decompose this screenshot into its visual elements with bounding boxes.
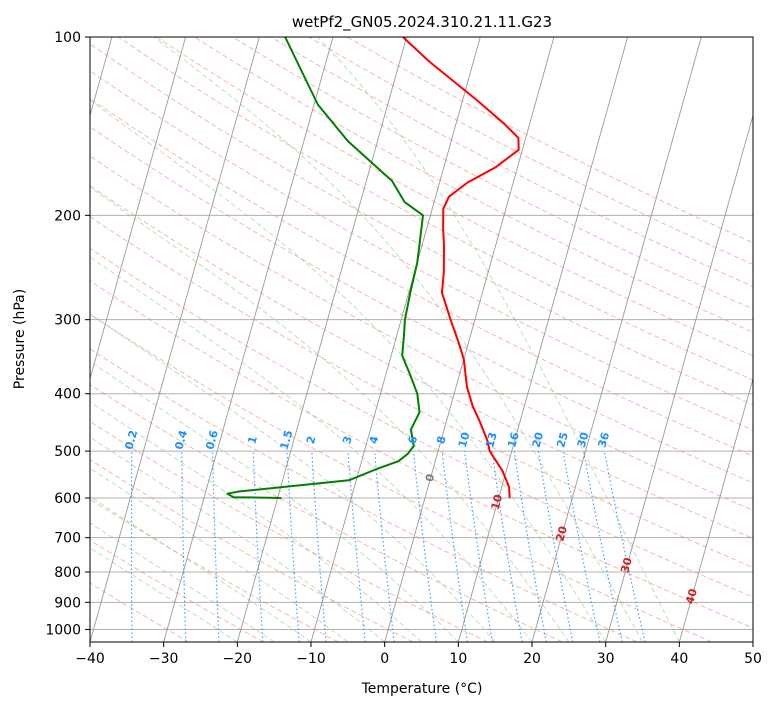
y-tick-label: 800 — [54, 565, 81, 581]
dry-adiabat-line — [90, 384, 563, 642]
mixing-ratio-label: 36 — [595, 431, 612, 450]
dry-adiabat-line — [90, 126, 753, 484]
moist-adiabat-line — [90, 186, 570, 642]
y-tick-label: 100 — [54, 30, 81, 46]
isotherm-label: 20 — [553, 524, 570, 543]
moist-adiabat-line — [90, 522, 275, 642]
mixing-ratio-label: 16 — [505, 431, 522, 450]
y-tick-label: 400 — [54, 387, 81, 403]
mixing-ratio-line — [311, 451, 327, 642]
dry-adiabat-label: -10 — [0, 423, 1, 446]
dry-adiabat-line — [90, 313, 712, 642]
x-tick-label: −40 — [75, 651, 105, 667]
mixing-ratio-line — [441, 451, 469, 642]
mixing-ratio-label: 3 — [340, 435, 355, 446]
mixing-ratio-label: 0.4 — [172, 429, 190, 452]
y-axis: 100 200 300 400 500 600 700 800 900 1000 — [45, 30, 90, 638]
mixing-ratio-line — [347, 451, 366, 642]
isotherm-line — [236, 37, 408, 642]
moist-adiabat-line — [90, 495, 312, 642]
x-axis-label: Temperature (°C) — [361, 681, 483, 697]
mixing-ratio-label: 8 — [434, 435, 449, 446]
mixing-ratio-label: 0.2 — [122, 429, 140, 451]
x-tick-label: 30 — [597, 651, 615, 667]
dry-adiabat-line — [90, 420, 488, 642]
isotherm-label: 0 — [423, 472, 438, 483]
mixing-ratio-label: 10 — [456, 431, 473, 450]
moist-adiabat-line — [153, 37, 643, 642]
dry-adiabat-line — [90, 155, 753, 511]
y-tick-label: 700 — [54, 531, 81, 547]
chart-title: wetPf2_GN05.2024.310.21.11.G23 — [292, 13, 552, 32]
dry-adiabat-line — [90, 498, 339, 642]
y-tick-label: 900 — [54, 595, 81, 611]
y-tick-label: 1000 — [45, 622, 81, 638]
mixing-ratio-label: 2 — [304, 435, 319, 446]
x-tick-label: 20 — [523, 651, 541, 667]
y-tick-label: 600 — [54, 491, 81, 507]
isotherm-line — [384, 37, 555, 642]
mixing-ratio-line — [583, 451, 623, 642]
dry-adiabat-line — [90, 348, 638, 642]
moist-adiabat-line — [90, 467, 349, 642]
dry-adiabat-line — [90, 43, 753, 406]
mixing-ratio-line — [82, 451, 85, 642]
x-tick-label: 50 — [744, 651, 762, 667]
mixing-ratio-label: 0.6 — [203, 429, 221, 452]
x-tick-label: −30 — [149, 651, 179, 667]
x-tick-label: −10 — [296, 651, 326, 667]
isotherm-line — [605, 113, 753, 642]
y-tick-label: 300 — [54, 313, 81, 329]
x-axis: −40 −30 −20 −10 0 10 20 30 40 50 — [75, 642, 762, 667]
dry-adiabat-line — [117, 37, 753, 381]
x-tick-label: 10 — [449, 651, 467, 667]
mixing-ratio-line — [603, 450, 646, 642]
mixing-ratio-line — [562, 451, 601, 642]
mixing-ratio-label: 6 — [406, 434, 421, 445]
mixing-ratio-label: 1.5 — [278, 429, 296, 451]
y-tick-label: 500 — [54, 444, 81, 460]
x-tick-label: 40 — [670, 651, 688, 667]
x-tick-label: 0 — [380, 651, 389, 667]
moist-adiabat-line — [90, 99, 607, 642]
mixing-ratio-label: 1 — [245, 435, 260, 446]
plot-background — [90, 37, 753, 642]
isotherm-line — [531, 37, 702, 642]
temperature-trace — [402, 37, 520, 499]
dry-adiabat-line — [90, 185, 753, 540]
y-axis-label: Pressure (hPa) — [12, 289, 28, 389]
isotherm-line — [678, 377, 753, 642]
moist-adiabat-line — [90, 401, 422, 642]
moist-adiabat-line — [90, 313, 496, 642]
isotherm-line — [457, 37, 629, 642]
dry-adiabat-line — [156, 37, 753, 357]
mixing-ratio-label: 20 — [530, 431, 547, 450]
isotherm-line — [752, 640, 753, 642]
isotherm-label: 40 — [683, 587, 700, 606]
mixing-ratio-label: 30 — [575, 431, 592, 450]
isotherm-label: 30 — [618, 556, 635, 575]
dry-adiabat-line — [90, 216, 753, 568]
isotherm-line — [90, 37, 187, 381]
moist-adiabat-line — [90, 436, 386, 642]
dry-adiabat-line — [90, 582, 190, 642]
y-tick-label: 200 — [54, 208, 81, 224]
plot-frame — [89, 36, 754, 643]
mixing-ratio-label: 25 — [554, 431, 571, 449]
dry-adiabat-line — [232, 37, 753, 310]
moist-adiabat-line — [90, 256, 533, 642]
mixing-ratio-line — [412, 451, 437, 642]
mixing-ratio-line — [537, 451, 574, 642]
dry-adiabat-line — [194, 37, 753, 333]
mixing-ratio-line — [374, 451, 395, 642]
dewpoint-trace — [226, 37, 424, 499]
mixing-ratio-label: 13 — [483, 431, 500, 449]
isotherm-line — [163, 37, 334, 642]
isotherm-label: 10 — [489, 493, 506, 512]
mixing-ratio-line — [464, 451, 493, 642]
mixing-ratio-label: 4 — [367, 434, 382, 445]
x-tick-label: −20 — [223, 651, 253, 667]
